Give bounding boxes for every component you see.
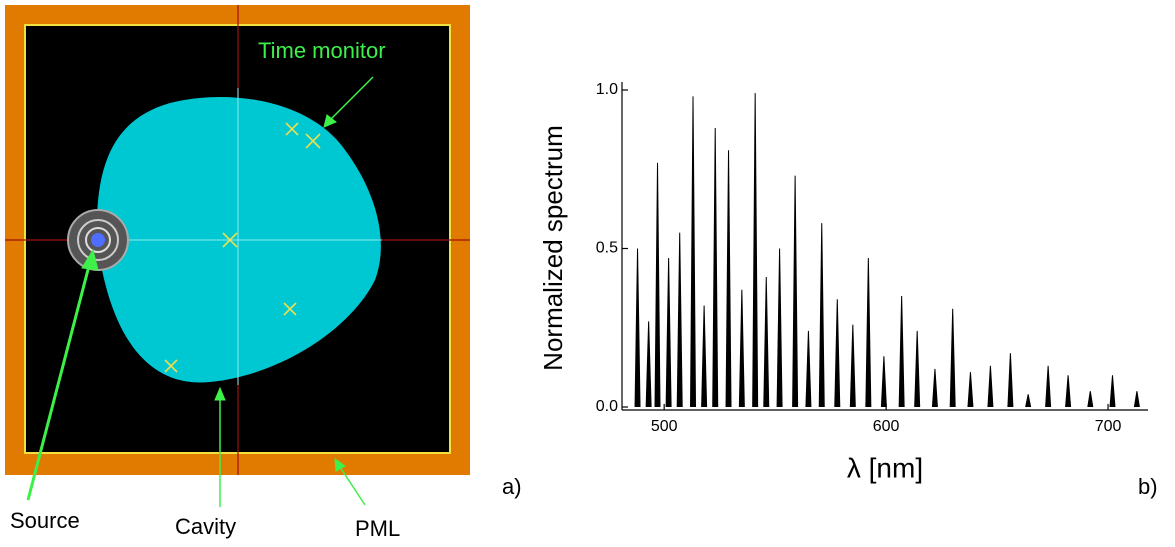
spectral-peak xyxy=(725,150,732,408)
y-tick-label: 0.5 xyxy=(596,240,618,257)
y-tick-label: 0.0 xyxy=(596,398,618,415)
spectral-peak xyxy=(676,232,683,408)
spectral-peak xyxy=(818,223,825,408)
x-tick-label: 700 xyxy=(1095,418,1122,435)
spectral-peak xyxy=(931,368,938,408)
panel-label: a) xyxy=(502,474,522,499)
label-pml: PML xyxy=(355,516,400,541)
spectral-peak xyxy=(880,356,887,408)
spectral-peak xyxy=(701,305,708,408)
spectral-peak xyxy=(712,128,719,408)
spectral-peak xyxy=(1065,375,1072,408)
spectral-peak xyxy=(776,248,783,408)
time-monitors xyxy=(164,122,321,373)
spectral-peak xyxy=(1007,353,1014,408)
spectral-peak xyxy=(1133,391,1140,408)
spectral-peak xyxy=(690,96,697,408)
spectral-peak xyxy=(967,372,974,408)
x-tick-label: 600 xyxy=(873,418,900,435)
spectral-peak xyxy=(1087,391,1094,408)
spectral-peak xyxy=(665,258,672,408)
spectral-peak xyxy=(949,308,956,408)
spectral-peak xyxy=(634,248,641,408)
spectral-peak xyxy=(865,258,872,408)
spectral-peak xyxy=(1045,365,1052,408)
spectral-peak xyxy=(763,277,770,408)
spectral-peak xyxy=(914,330,921,408)
x-tick-label: 500 xyxy=(651,418,678,435)
spectral-peak xyxy=(1109,375,1116,408)
label-cavity: Cavity xyxy=(175,514,236,539)
spectral-peak xyxy=(805,330,812,408)
spectral-peak xyxy=(987,365,994,408)
spectral-peak xyxy=(849,324,856,408)
spectral-peak xyxy=(834,299,841,408)
spectral-peak xyxy=(752,93,759,408)
spectral-peak xyxy=(898,296,905,408)
label-source: Source xyxy=(10,508,80,533)
arrows xyxy=(26,76,374,507)
spectral-peak xyxy=(645,321,652,408)
x-axis-label: λ [nm] xyxy=(847,452,923,483)
panel-label: b) xyxy=(1138,474,1158,499)
spectral-peak xyxy=(738,289,745,408)
spectral-peak xyxy=(1025,394,1032,408)
label-time-monitor: Time monitor xyxy=(258,38,386,63)
spectral-peak xyxy=(654,162,661,408)
y-axis-label: Normalized spectrum xyxy=(538,125,568,371)
y-tick-label: 1.0 xyxy=(596,81,618,98)
spectral-peak xyxy=(792,175,799,408)
source xyxy=(67,209,129,271)
